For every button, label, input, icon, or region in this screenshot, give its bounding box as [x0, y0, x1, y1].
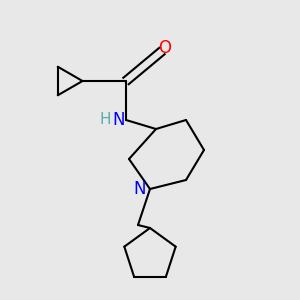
Text: N: N — [133, 180, 146, 198]
Text: O: O — [158, 39, 172, 57]
Text: H: H — [99, 112, 111, 128]
Text: N: N — [112, 111, 124, 129]
